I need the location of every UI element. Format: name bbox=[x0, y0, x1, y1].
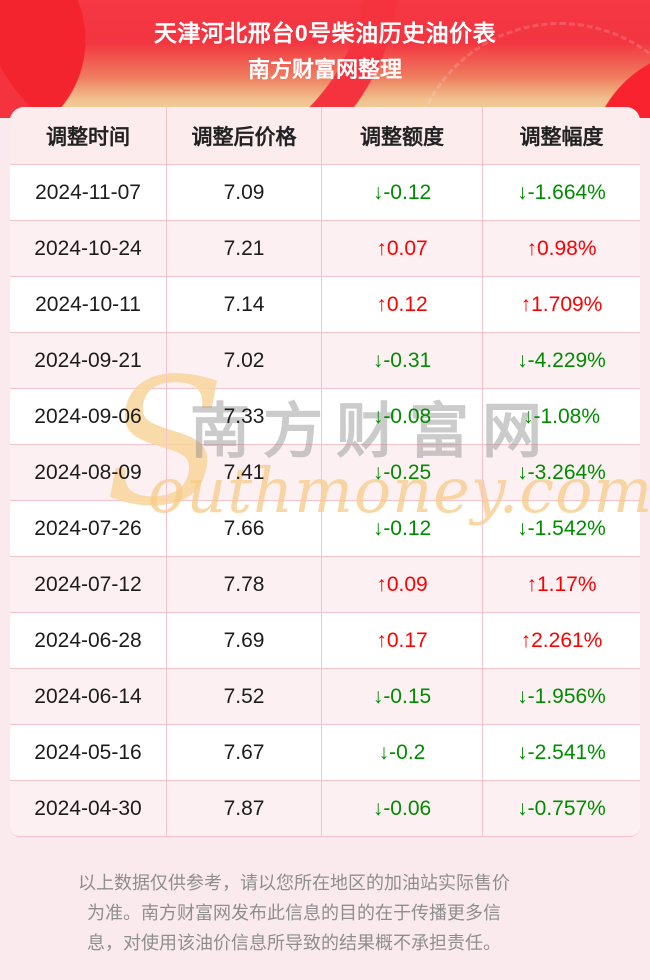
cell-adjust-date: 2024-09-06 bbox=[10, 389, 167, 444]
table-body: 2024-11-07 7.09 ↓-0.12 ↓-1.664% 2024-10-… bbox=[10, 164, 640, 836]
cell-price: 7.21 bbox=[167, 221, 322, 276]
cell-price: 7.02 bbox=[167, 333, 322, 388]
cell-adjust-date: 2024-11-07 bbox=[10, 165, 167, 220]
table-row: 2024-04-30 7.87 ↓-0.06 ↓-0.757% bbox=[10, 780, 640, 836]
cell-adjust-date: 2024-10-11 bbox=[10, 277, 167, 332]
cell-adjust-date: 2024-04-30 bbox=[10, 781, 167, 836]
disclaimer-line-1: 以上数据仅供参考，请以您所在地区的加油站实际售价 bbox=[78, 873, 510, 893]
cell-change-amount: ↓-0.12 bbox=[322, 165, 483, 220]
page-title: 天津河北邢台0号柴油历史油价表 bbox=[153, 20, 497, 46]
table-row: 2024-06-14 7.52 ↓-0.15 ↓-1.956% bbox=[10, 668, 640, 724]
cell-change-amount: ↓-0.2 bbox=[322, 725, 483, 780]
table-row: 2024-10-11 7.14 ↑0.12 ↑1.709% bbox=[10, 276, 640, 332]
cell-adjust-date: 2024-06-28 bbox=[10, 613, 167, 668]
cell-adjust-date: 2024-07-12 bbox=[10, 557, 167, 612]
column-header-adjust-time: 调整时间 bbox=[10, 107, 167, 164]
table-row: 2024-11-07 7.09 ↓-0.12 ↓-1.664% bbox=[10, 164, 640, 220]
table-header-row: 调整时间 调整后价格 调整额度 调整幅度 bbox=[10, 107, 640, 164]
cell-adjust-date: 2024-09-21 bbox=[10, 333, 167, 388]
cell-adjust-date: 2024-06-14 bbox=[10, 669, 167, 724]
column-header-change-amount: 调整额度 bbox=[322, 107, 483, 164]
cell-change-amount: ↑0.17 bbox=[322, 613, 483, 668]
cell-price: 7.69 bbox=[167, 613, 322, 668]
disclaimer-line-3: 息，对使用该油价信息所导致的结果概不承担责任。 bbox=[87, 933, 501, 953]
cell-change-percent: ↓-1.664% bbox=[517, 180, 606, 204]
cell-adjust-date: 2024-08-09 bbox=[10, 445, 167, 500]
cell-change-percent: ↑0.98% bbox=[526, 236, 597, 260]
cell-change-percent: ↓-1.956% bbox=[517, 684, 606, 708]
cell-change-percent: ↑1.17% bbox=[526, 572, 597, 596]
table-row: 2024-08-09 7.41 ↓-0.25 ↓-3.264% bbox=[10, 444, 640, 500]
table-row: 2024-05-16 7.67 ↓-0.2 ↓-2.541% bbox=[10, 724, 640, 780]
cell-price: 7.41 bbox=[167, 445, 322, 500]
cell-price: 7.52 bbox=[167, 669, 322, 724]
cell-change-percent: ↓-1.542% bbox=[517, 516, 606, 540]
page-subtitle: 南方财富网整理 bbox=[247, 57, 402, 82]
cell-change-amount: ↓-0.15 bbox=[322, 669, 483, 724]
cell-adjust-date: 2024-07-26 bbox=[10, 501, 167, 556]
table-row: 2024-07-26 7.66 ↓-0.12 ↓-1.542% bbox=[10, 500, 640, 556]
cell-change-percent: ↑1.709% bbox=[520, 292, 603, 316]
header-banner: 天津河北邢台0号柴油历史油价表 南方财富网整理 bbox=[0, 0, 650, 118]
cell-price: 7.87 bbox=[167, 781, 322, 836]
cell-price: 7.09 bbox=[167, 165, 322, 220]
column-header-change-percent: 调整幅度 bbox=[519, 125, 604, 149]
cell-change-percent: ↑2.261% bbox=[520, 628, 603, 652]
cell-change-amount: ↑0.12 bbox=[322, 277, 483, 332]
price-table: 调整时间 调整后价格 调整额度 调整幅度 2024-11-07 7.09 ↓-0… bbox=[10, 107, 640, 837]
cell-price: 7.14 bbox=[167, 277, 322, 332]
cell-change-percent: ↓-1.08% bbox=[522, 404, 601, 428]
cell-change-amount: ↓-0.12 bbox=[322, 501, 483, 556]
cell-adjust-date: 2024-05-16 bbox=[10, 725, 167, 780]
table-row: 2024-07-12 7.78 ↑0.09 ↑1.17% bbox=[10, 556, 640, 612]
disclaimer: 以上数据仅供参考，请以您所在地区的加油站实际售价 为准。南方财富网发布此信息的目… bbox=[0, 868, 588, 958]
cell-change-amount: ↓-0.06 bbox=[322, 781, 483, 836]
cell-change-amount: ↓-0.25 bbox=[322, 445, 483, 500]
cell-change-amount: ↓-0.08 bbox=[322, 389, 483, 444]
cell-price: 7.33 bbox=[167, 389, 322, 444]
cell-change-percent: ↓-2.541% bbox=[517, 740, 606, 764]
cell-change-amount: ↑0.09 bbox=[322, 557, 483, 612]
table-row: 2024-09-06 7.33 ↓-0.08 ↓-1.08% bbox=[10, 388, 640, 444]
cell-price: 7.66 bbox=[167, 501, 322, 556]
cell-change-amount: ↓-0.31 bbox=[322, 333, 483, 388]
table-row: 2024-06-28 7.69 ↑0.17 ↑2.261% bbox=[10, 612, 640, 668]
table-row: 2024-09-21 7.02 ↓-0.31 ↓-4.229% bbox=[10, 332, 640, 388]
cell-change-percent: ↓-4.229% bbox=[517, 348, 606, 372]
cell-price: 7.67 bbox=[167, 725, 322, 780]
cell-price: 7.78 bbox=[167, 557, 322, 612]
cell-change-amount: ↑0.07 bbox=[322, 221, 483, 276]
cell-change-percent: ↓-3.264% bbox=[517, 460, 606, 484]
column-header-adjusted-price: 调整后价格 bbox=[167, 107, 322, 164]
table-row: 2024-10-24 7.21 ↑0.07 ↑0.98% bbox=[10, 220, 640, 276]
cell-adjust-date: 2024-10-24 bbox=[10, 221, 167, 276]
cell-change-percent: ↓-0.757% bbox=[517, 796, 606, 820]
disclaimer-line-2: 为准。南方财富网发布此信息的目的在于传播更多信 bbox=[87, 903, 501, 923]
